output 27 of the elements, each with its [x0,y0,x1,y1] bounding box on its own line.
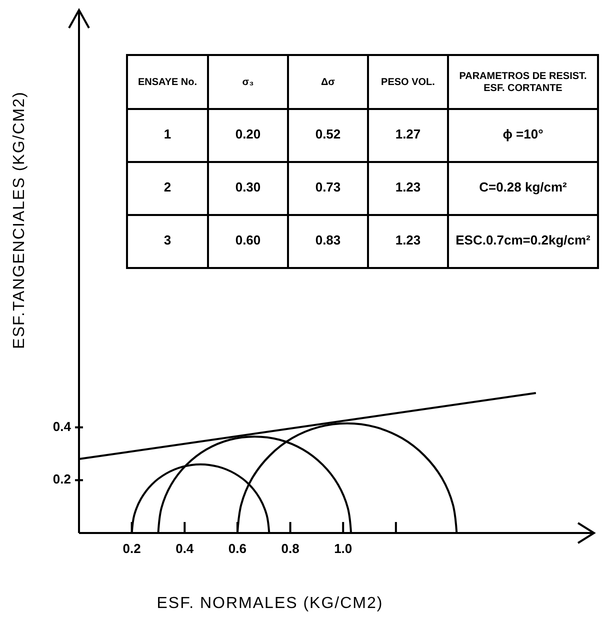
annotation: 1.23 [395,180,421,195]
annotation: 0.20 [235,126,261,142]
annotation: 0.52 [315,126,341,142]
annotation: 0.30 [235,180,261,195]
annotation: 1.27 [395,126,421,142]
annotation: σ₃ [242,76,254,88]
annotation: 3 [164,232,172,248]
annotation: ESC.0.7cm=0.2kg/cm² [456,232,592,248]
annotation: ENSAYE No. [138,76,198,88]
x-axis-title: ESF. NORMALES (KG/CM2) [156,595,384,612]
x-tick-label: 0.8 [281,541,300,556]
x-tick-label: 0.6 [228,541,246,556]
annotation: PESO VOL. [381,76,436,88]
x-tick-label: 0.2 [122,541,141,556]
x-tick-label: 1.0 [334,541,352,556]
annotation: PARAMETROS DE RESIST. ESF. CORTANTE [459,70,588,94]
annotation: 0.83 [315,232,341,248]
annotation: 1.23 [395,232,421,248]
x-tick-label: 0.4 [176,541,194,556]
annotation: Δσ [320,76,336,88]
y-axis-title: ESF.TANGENCIALES (KG/CM2) [11,91,28,349]
annotation: 1 [164,126,172,142]
annotation: 2 [164,180,172,195]
annotation: 0.60 [235,232,261,248]
annotation: ϕ =10° [502,126,544,142]
annotation: 0.73 [315,180,341,195]
annotation: C=0.28 kg/cm² [479,180,568,195]
